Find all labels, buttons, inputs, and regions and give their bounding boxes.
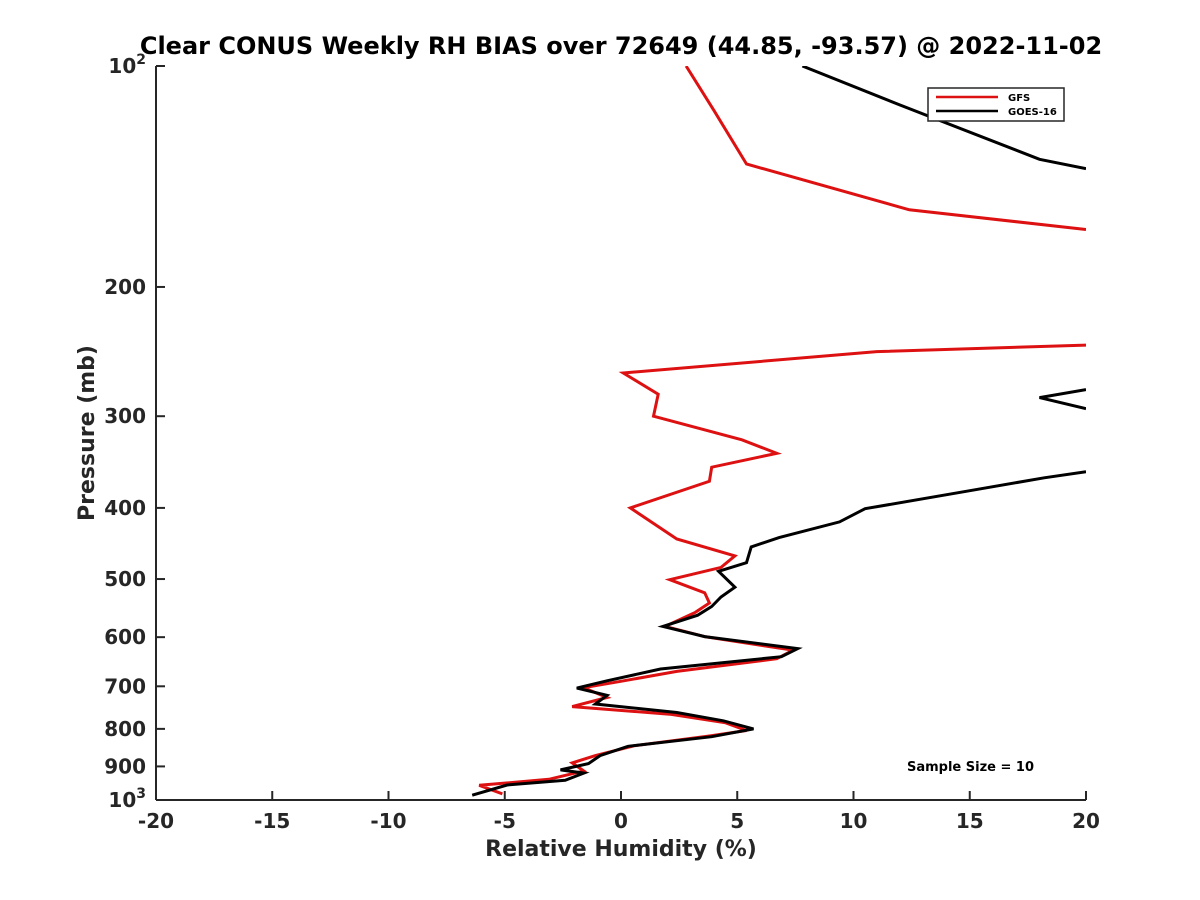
series-line-goes-16-2 (1039, 388, 1086, 411)
legend-box (927, 87, 1065, 122)
y-tick-label: 500 (104, 567, 146, 591)
series-line-gfs-2 (478, 343, 1086, 796)
y-tick-label: 600 (104, 625, 146, 649)
y-tick-label: 300 (104, 404, 146, 428)
series-line-gfs-1 (684, 66, 1086, 231)
legend-label-gfs: GFS (1008, 93, 1030, 104)
x-tick-label: -15 (254, 809, 290, 833)
series-line-goes-16-3 (471, 470, 1086, 797)
y-axis-label: Pressure (mb) (75, 345, 100, 521)
legend-label-goes-16: GOES-16 (1008, 107, 1057, 118)
x-tick-label: -20 (138, 809, 174, 833)
axes-layer: -20 -15 -10 -5 0 5 10 15 20 102 200 300 400 500 600 700… (104, 52, 1100, 833)
sample-size-annotation: Sample Size = 10 (907, 760, 1034, 775)
series-goes-16 (471, 66, 1086, 797)
x-tick-label: -10 (370, 809, 406, 833)
series-gfs (478, 66, 1086, 796)
y-tick-label: 400 (104, 496, 146, 520)
series-line-goes-16-1 (801, 66, 1086, 171)
x-tick-label: 20 (1072, 809, 1100, 833)
x-tick-label: -5 (494, 809, 516, 833)
y-tick-label: 700 (104, 674, 146, 698)
series-layer (471, 66, 1086, 797)
y-tick-label: 900 (104, 754, 146, 778)
x-tick-label: 15 (956, 809, 984, 833)
x-tick-label: 10 (840, 809, 868, 833)
y-tick-label: 800 (104, 717, 146, 741)
y-tick-label: 103 (108, 786, 146, 812)
y-tick-label: 200 (104, 275, 146, 299)
legend: GFS GOES-16 (927, 87, 1065, 122)
chart-title: Clear CONUS Weekly RH BIAS over 72649 (4… (140, 32, 1102, 60)
x-tick-label: 5 (730, 809, 744, 833)
x-axis-label: Relative Humidity (%) (485, 837, 757, 862)
x-tick-label: 0 (614, 809, 628, 833)
y-tick-label: 102 (108, 52, 146, 78)
